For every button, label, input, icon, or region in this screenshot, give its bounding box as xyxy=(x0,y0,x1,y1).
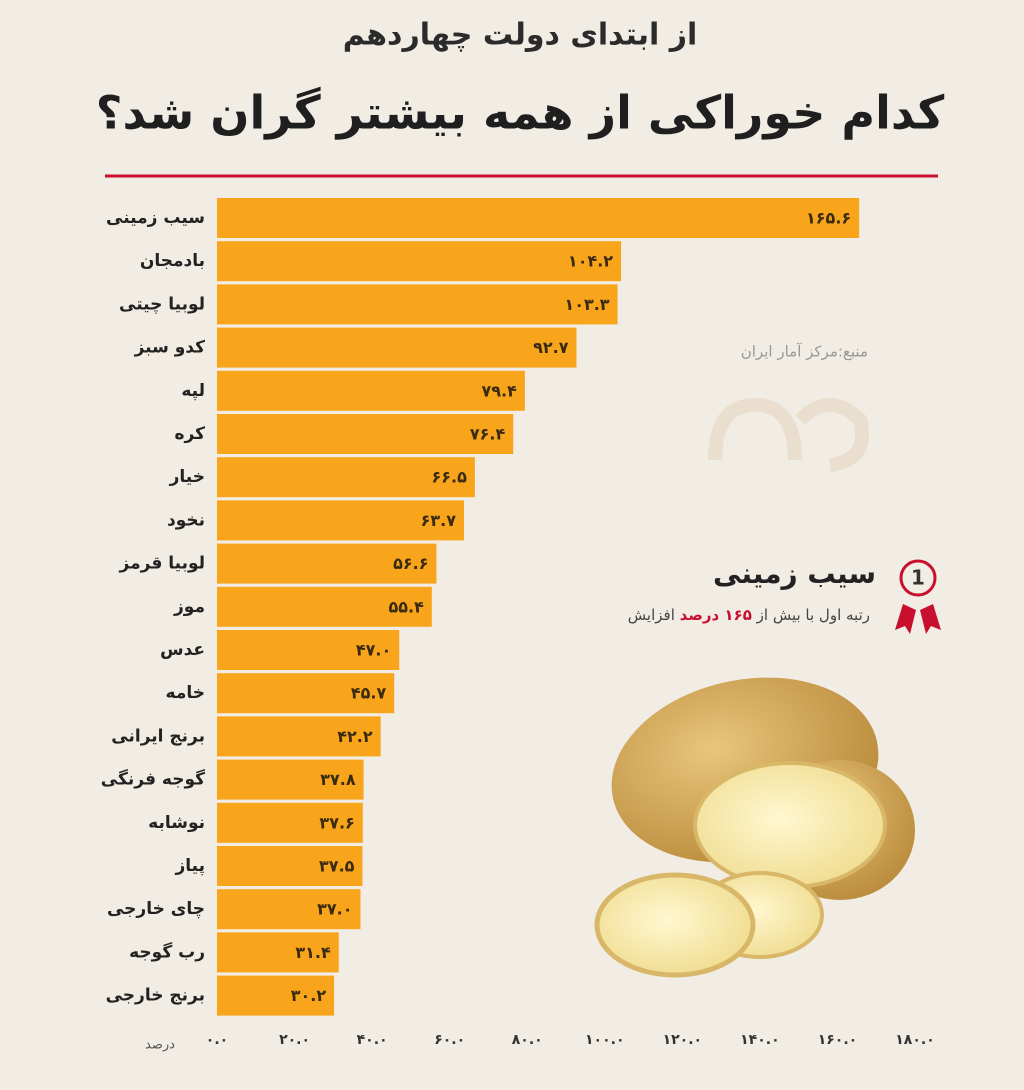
bar xyxy=(217,414,514,454)
bar xyxy=(217,889,361,930)
x-tick-label: ۴۰.۰ xyxy=(357,1032,388,1048)
bar xyxy=(217,327,577,368)
y-tick-label: کره xyxy=(175,424,206,444)
y-tick-label: نوشابه xyxy=(148,813,205,833)
note-text: افزایش xyxy=(627,606,675,624)
y-tick-label: خیار xyxy=(169,467,205,487)
bar xyxy=(217,802,363,843)
bar xyxy=(217,716,381,757)
x-tick-label: ۰.۰ xyxy=(206,1032,228,1048)
x-tick-label: ۱۴۰.۰ xyxy=(740,1032,780,1048)
y-tick-label: لپه xyxy=(181,381,205,401)
bar xyxy=(217,673,395,714)
value-label: ۳۱.۴ xyxy=(295,943,331,962)
rank-badge xyxy=(899,559,937,597)
value-label: ۵۵.۴ xyxy=(388,597,424,616)
logo-watermark xyxy=(708,397,869,472)
y-tick-label: بادمجان xyxy=(140,251,205,271)
value-label: ۶۶.۵ xyxy=(431,468,467,487)
x-tick-label: ۱۶۰.۰ xyxy=(818,1032,858,1048)
y-tick-label: سیب زمینی xyxy=(106,208,205,228)
bar xyxy=(217,586,432,627)
value-label: ۱۶۵.۶ xyxy=(806,209,851,228)
x-tick-label: ۱۰۰.۰ xyxy=(585,1032,625,1048)
x-tick-label: ۱۸۰.۰ xyxy=(895,1032,935,1048)
y-tick-label: گوجه فرنگی xyxy=(101,769,205,790)
value-label: ۷۹.۴ xyxy=(482,381,518,400)
value-label: ۳۷.۰ xyxy=(317,900,352,919)
value-label: ۶۳.۷ xyxy=(421,511,457,530)
chart-title: کدام خوراکی از همه بیشتر گران شد؟ xyxy=(96,86,945,140)
y-tick-label: برنج خارجی xyxy=(106,986,205,1006)
bar xyxy=(217,370,525,411)
highlight-name: سیب زمینی xyxy=(713,557,876,590)
value-label: ۳۰.۲ xyxy=(291,986,327,1005)
value-label: ۴۷.۰ xyxy=(356,641,391,660)
y-tick-label: موز xyxy=(173,597,205,617)
bar xyxy=(217,500,465,541)
y-tick-label: پیاز xyxy=(175,856,206,876)
y-tick-label: خامه xyxy=(166,683,205,703)
bar xyxy=(217,457,475,498)
value-label: ۳۷.۸ xyxy=(320,770,356,789)
bar xyxy=(217,198,860,238)
y-tick-label: کدو سبز xyxy=(134,338,206,358)
value-label: ۱۰۴.۲ xyxy=(568,252,613,271)
y-tick-label: عدس xyxy=(160,640,205,660)
y-tick-label: لوبیا چیتی xyxy=(119,294,205,314)
y-tick-label: لوبیا قرمز xyxy=(119,554,205,574)
bar xyxy=(217,284,618,325)
value-label: ۹۲.۷ xyxy=(533,338,569,357)
value-label: ۵۶.۶ xyxy=(393,554,428,573)
value-label: ۱۰۳.۳ xyxy=(564,295,609,314)
note-highlight: ۱۶۵ درصد xyxy=(679,606,752,624)
y-tick-label: چای خارجی xyxy=(107,899,205,919)
bar xyxy=(217,543,437,584)
supertitle: از ابتدای دولت چهاردهم xyxy=(343,18,698,53)
x-tick-label: ۸۰.۰ xyxy=(512,1032,543,1048)
bar xyxy=(217,759,364,800)
note-text: رتبه اول با بیش از xyxy=(756,606,870,624)
x-axis-label: درصد xyxy=(145,1038,175,1053)
y-tick-label: برنج ایرانی xyxy=(111,726,205,746)
value-label: ۷۶.۴ xyxy=(470,425,506,444)
x-tick-label: ۱۲۰.۰ xyxy=(663,1032,703,1048)
value-label: ۳۷.۶ xyxy=(319,813,354,832)
x-tick-label: ۲۰.۰ xyxy=(279,1032,310,1048)
rank-number: 1 xyxy=(911,566,925,590)
highlight-note: رتبه اول با بیش از ۱۶۵ درصد افزایش xyxy=(628,606,870,624)
ribbon xyxy=(895,604,941,634)
bar xyxy=(217,975,335,1016)
y-tick-label: نخود xyxy=(167,510,205,530)
value-label: ۳۷.۵ xyxy=(319,857,355,876)
bar xyxy=(217,846,363,886)
value-label: ۴۲.۲ xyxy=(337,727,373,746)
bar xyxy=(217,241,622,282)
bar xyxy=(217,630,400,670)
bar xyxy=(217,932,339,973)
potato-image xyxy=(594,677,915,978)
value-label: ۴۵.۷ xyxy=(351,684,387,703)
x-tick-label: ۶۰.۰ xyxy=(434,1032,465,1048)
y-tick-label: رب گوجه xyxy=(129,941,205,962)
source: منبع:مرکز آمار ایران xyxy=(741,343,868,361)
